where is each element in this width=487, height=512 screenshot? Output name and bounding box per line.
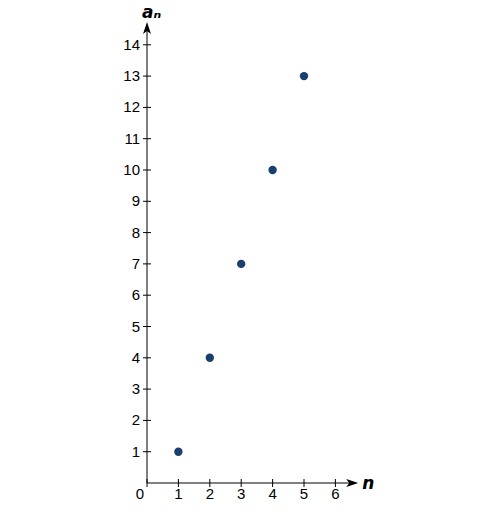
y-tick-label: 14	[123, 36, 140, 53]
y-tick	[143, 295, 151, 296]
y-tick-label: 7	[132, 255, 140, 272]
point	[174, 448, 182, 456]
y-tick	[143, 389, 151, 390]
y-tick	[143, 451, 151, 452]
y-axis-arrow	[143, 22, 151, 34]
y-tick-label: 13	[123, 67, 140, 84]
point	[268, 166, 276, 174]
y-tick-label: 11	[124, 130, 140, 147]
chart: 01234561234567891011121314naₙ	[0, 0, 487, 512]
y-tick-label: 5	[132, 318, 140, 335]
chart-svg: 01234561234567891011121314naₙ	[0, 0, 487, 512]
x-tick-label: 6	[331, 485, 339, 502]
x-tick-label: 3	[237, 485, 245, 502]
x-axis	[147, 483, 350, 484]
x-tick	[147, 479, 148, 487]
y-tick-label: 4	[132, 349, 140, 366]
x-axis-arrow	[346, 479, 358, 487]
y-tick	[143, 76, 151, 77]
point	[300, 72, 308, 80]
y-tick-label: 10	[123, 161, 140, 178]
y-tick-label: 3	[132, 380, 140, 397]
y-tick-label: 2	[132, 411, 140, 428]
y-axis-label: aₙ	[142, 2, 161, 22]
point	[206, 354, 214, 362]
y-tick	[143, 138, 151, 139]
points	[174, 72, 308, 456]
point	[237, 260, 245, 268]
x-tick-label: 2	[206, 485, 214, 502]
x-axis-label: n	[362, 473, 374, 493]
y-tick	[143, 263, 151, 264]
y-tick-label: 12	[123, 98, 140, 115]
x-tick-label: 1	[174, 485, 182, 502]
y-tick-label: 1	[132, 443, 140, 460]
x-tick-label: 0	[136, 485, 144, 502]
y-axis	[147, 30, 148, 483]
y-tick-label: 8	[132, 224, 140, 241]
y-tick	[143, 201, 151, 202]
y-tick	[143, 44, 151, 45]
y-tick	[143, 420, 151, 421]
y-tick	[143, 326, 151, 327]
x-tick-label: 5	[300, 485, 308, 502]
y-tick	[143, 107, 151, 108]
y-tick	[143, 357, 151, 358]
y-tick-label: 9	[132, 192, 140, 209]
y-tick	[143, 232, 151, 233]
y-tick-label: 6	[132, 286, 140, 303]
x-tick-label: 4	[268, 485, 276, 502]
y-tick	[143, 170, 151, 171]
